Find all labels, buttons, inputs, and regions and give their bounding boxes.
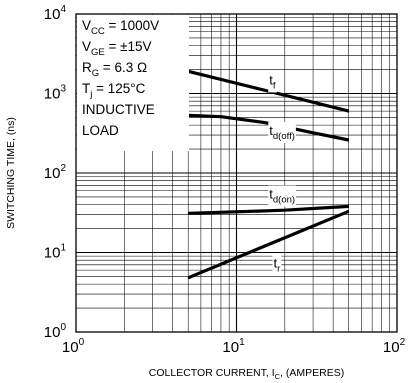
y-tick-label: 101 [44,243,67,262]
series-lines [187,69,350,280]
y-axis-label: SWITCHING TIME, (ns) [5,117,17,229]
y-tick-label: 100 [44,322,67,341]
x-tick-label: 102 [383,337,406,356]
series-label-bg [268,185,297,207]
condition-line: VCC = 1000V [82,18,159,37]
tick-labels: 100 101 102 100 101 102 103 104 [44,4,406,356]
series-label-t_f: tf [269,72,276,91]
condition-line: RG = 6.3 Ω [82,60,147,79]
condition-line: VGE = ±15V [82,39,152,58]
y-tick-label: 102 [44,163,67,182]
series-label-t_r: tr [273,255,280,274]
x-axis-label: COLLECTOR CURRENT, IC, (AMPERES) [149,367,344,381]
series-line-t_d(off) [188,113,350,142]
series-label-bg [272,254,282,276]
x-tick-label: 101 [222,337,245,356]
condition-line: Tj = 125°C [82,81,146,100]
series-label-bg [268,122,296,144]
series-label-t_d(on): td(on) [269,186,295,205]
series-labels: tf td(off) td(on) tr [268,71,297,276]
plot-frame [75,13,398,333]
series-label-bg [268,71,277,93]
conditions-background [77,15,189,151]
y-tick-label: 104 [44,4,67,23]
series-label-t_d(off): td(off) [269,123,295,142]
series-line-t_d(on) [188,204,349,215]
y-tick-label: 103 [44,84,67,103]
condition-line: LOAD [82,123,119,138]
test-conditions-box: VCC = 1000V VGE = ±15V RG = 6.3 Ω Tj = 125°… [77,15,189,151]
series-line-t_r [187,209,350,280]
x-tick-label: 100 [62,337,85,356]
condition-line: INDUCTIVE [82,102,155,117]
